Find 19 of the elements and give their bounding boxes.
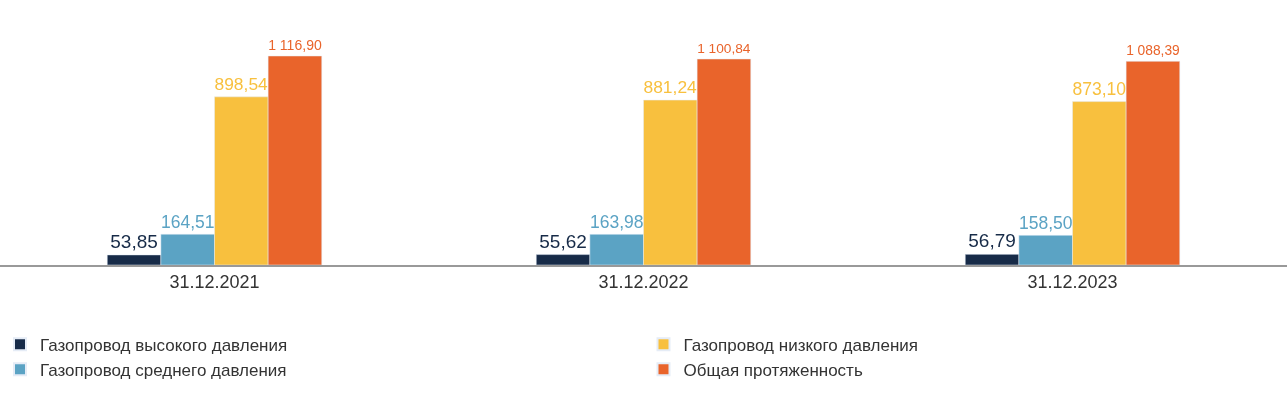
data-label: 1 116,90 [268, 37, 322, 54]
data-label: 881,24 [643, 77, 698, 98]
legend-label: Газопровод низкого давления [683, 335, 918, 355]
data-label: 873,10 [1072, 78, 1127, 99]
x-tick-label: 31.12.2022 [598, 272, 689, 293]
legend-label: Газопровод среднего давления [40, 360, 287, 380]
data-label: 55,62 [539, 230, 587, 252]
data-label: 164,51 [160, 211, 215, 232]
data-label: 56,79 [968, 230, 1016, 252]
x-tick-label: 31.12.2021 [169, 272, 260, 293]
data-label: 1 088,39 [1126, 43, 1180, 59]
data-label: 158,50 [1018, 212, 1073, 233]
data-label: 53,85 [110, 230, 158, 252]
x-tick-label: 31.12.2023 [1027, 272, 1118, 293]
data-label: 163,98 [589, 211, 644, 232]
data-label: 1 100,84 [697, 41, 751, 57]
legend-label: Общая протяженность [683, 360, 863, 380]
legend-label: Газопровод высокого давления [40, 335, 288, 355]
data-label: 898,54 [214, 74, 269, 95]
